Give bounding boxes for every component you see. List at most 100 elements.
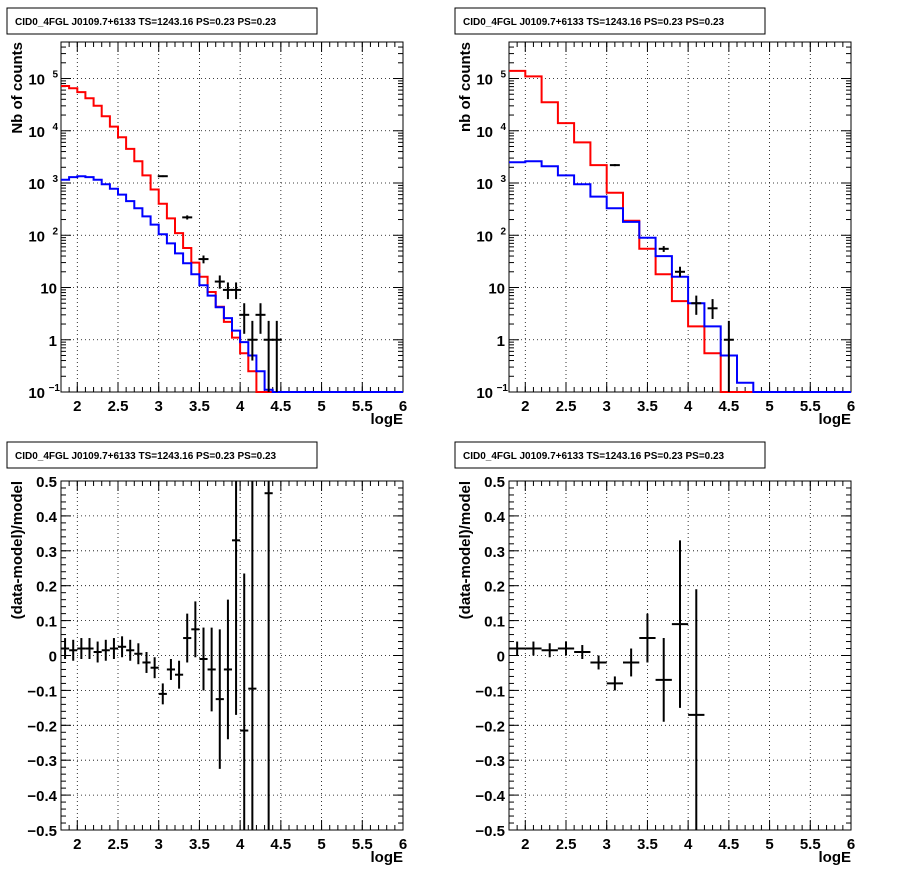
data-point [723, 320, 734, 392]
x-tick-label: 3 [155, 398, 163, 415]
residual-point [264, 481, 273, 830]
y-tick-label: 0.4 [36, 509, 58, 526]
residual-point [590, 655, 607, 670]
data-point [182, 215, 193, 220]
x-tick-label: 3.5 [189, 398, 210, 415]
residual-point [232, 481, 241, 715]
x-tick-label: 2 [521, 398, 529, 415]
residual-point [223, 599, 232, 740]
x-tick-label: 3 [155, 836, 163, 853]
x-axis-label: logE [819, 849, 852, 866]
x-tick-label: 6 [399, 836, 407, 853]
residual-point [166, 658, 175, 680]
residual-point [126, 639, 135, 661]
y-tick-label: 10 [476, 72, 493, 89]
data-point [214, 275, 225, 289]
x-axis-label: logE [371, 849, 404, 866]
residual-point [142, 652, 151, 673]
x-tick-label: 3.5 [637, 836, 658, 853]
data-point [198, 255, 209, 264]
residual-point [639, 613, 656, 663]
y-tick-label: 0.1 [484, 614, 505, 631]
x-tick-label: 4.5 [718, 398, 739, 415]
residual-point [671, 540, 689, 708]
residual-point [175, 660, 184, 689]
x-tick-label: 3.5 [189, 836, 210, 853]
y-tick-label: 10 [28, 72, 45, 89]
x-tick-label: 3 [603, 398, 611, 415]
residual-point [69, 639, 78, 661]
residual-point [183, 613, 192, 663]
residual-point [118, 636, 127, 658]
residual-point [541, 643, 558, 658]
x-tick-label: 4.5 [270, 836, 291, 853]
x-tick-label: 6 [399, 398, 407, 415]
chart-title: CID0_4FGL J0109.7+6133 TS=1243.16 PS=0.2… [15, 17, 277, 28]
chart-title-box [454, 441, 766, 469]
x-tick-label: 6 [847, 398, 855, 415]
chart-panel-1: CID0_4FGL J0109.7+6133 TS=1243.16 PS=0.2… [6, 7, 407, 428]
y-tick-exponent: 5 [52, 70, 58, 81]
y-tick-label: −0.2 [27, 718, 57, 735]
chart-panel-2: CID0_4FGL J0109.7+6133 TS=1243.16 PS=0.2… [454, 7, 855, 428]
residual-point [158, 683, 167, 705]
y-tick-label: 0.5 [484, 474, 505, 491]
y-tick-label: 10 [28, 124, 45, 141]
residual-point [134, 643, 143, 665]
x-tick-label: 4.5 [718, 836, 739, 853]
residual-point [85, 638, 94, 659]
data-point [271, 320, 282, 392]
y-tick-exponent: 4 [52, 122, 58, 133]
chart-title-box [6, 441, 318, 469]
y-tick-label: 0 [497, 649, 505, 666]
residual-point [525, 641, 542, 656]
residual-point [574, 645, 591, 659]
y-tick-exponent: −1 [497, 383, 509, 394]
y-axis-label: (data-model)/model [457, 481, 474, 619]
x-tick-label: 2.5 [556, 836, 577, 853]
y-tick-exponent: 3 [500, 174, 506, 185]
residual-point [191, 601, 200, 658]
chart-title: CID0_4FGL J0109.7+6133 TS=1243.16 PS=0.2… [463, 17, 725, 28]
x-tick-label: 6 [847, 836, 855, 853]
y-tick-label: 0.4 [484, 509, 506, 526]
y-tick-exponent: 2 [500, 226, 506, 237]
y-tick-label: −0.4 [475, 788, 505, 805]
chart-title: CID0_4FGL J0109.7+6133 TS=1243.16 PS=0.2… [15, 451, 277, 462]
residual-point [240, 573, 249, 830]
x-tick-label: 5 [765, 836, 773, 853]
y-tick-label: 0.5 [36, 474, 57, 491]
y-axis-label: nb of counts [457, 42, 474, 132]
y-axis-label: Nb of counts [9, 42, 26, 134]
chart-panel-4: CID0_4FGL J0109.7+6133 TS=1243.16 PS=0.2… [454, 441, 855, 866]
x-tick-label: 5.5 [352, 836, 373, 853]
residual-point [623, 648, 640, 677]
plot-frame [60, 480, 404, 831]
histogram-series-2 [61, 175, 403, 393]
x-tick-label: 2 [73, 836, 81, 853]
chart-title-box [6, 7, 318, 35]
data-point [609, 164, 620, 167]
residual-point [509, 641, 526, 656]
y-tick-exponent: −1 [49, 383, 61, 394]
y-tick-label: 1 [497, 333, 505, 350]
y-tick-label: 0.2 [36, 579, 57, 596]
y-tick-label: −0.4 [27, 788, 57, 805]
y-tick-label: 10 [476, 385, 493, 402]
x-tick-label: 2 [73, 398, 81, 415]
chart-title-box [454, 7, 766, 35]
residual-point [61, 638, 70, 659]
residual-point [655, 638, 672, 722]
residual-point [557, 641, 575, 656]
data-point [691, 295, 702, 315]
y-tick-label: 0 [49, 649, 57, 666]
data-point [658, 246, 669, 252]
x-axis-label: logE [371, 411, 404, 428]
y-tick-label: 0.3 [484, 544, 505, 561]
x-tick-label: 3 [603, 836, 611, 853]
x-tick-label: 2.5 [556, 398, 577, 415]
x-tick-label: 2.5 [108, 836, 129, 853]
plot-frame [60, 41, 404, 393]
y-tick-label: −0.5 [475, 823, 505, 840]
